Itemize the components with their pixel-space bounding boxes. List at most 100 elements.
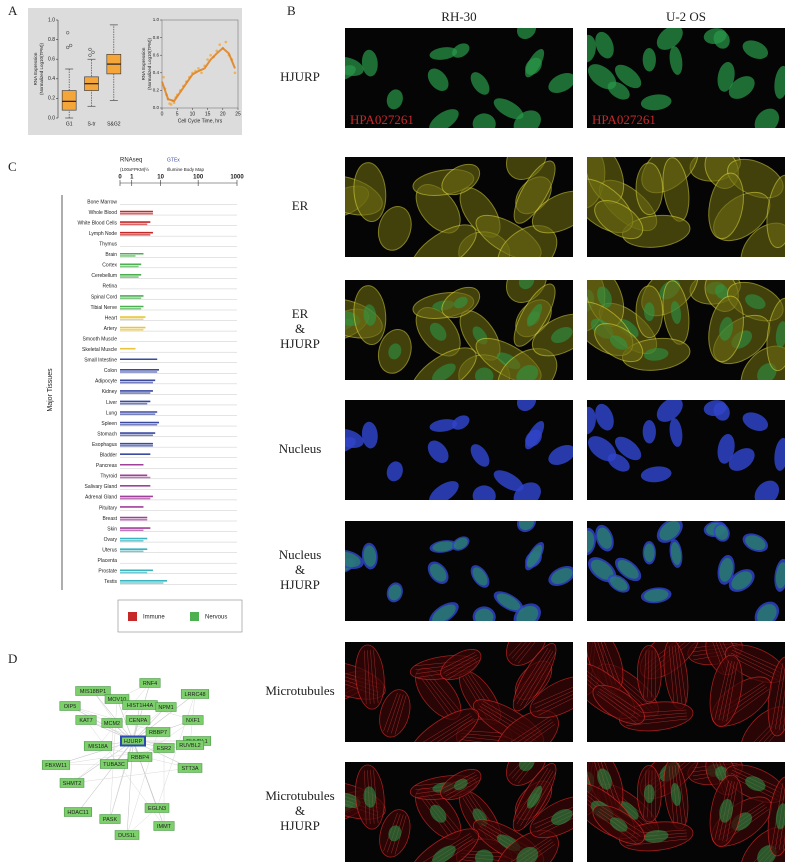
network-node: [127, 752, 153, 762]
cell-hjurp: [345, 56, 364, 76]
cell-er: [441, 163, 481, 196]
cell-hjurp: [363, 786, 377, 808]
node-label: RBBP4: [131, 755, 149, 761]
cell-hjurp: [386, 89, 403, 110]
category-label: Adrenal Gland: [85, 495, 117, 501]
channel-label: ER: [292, 306, 309, 321]
panel-label: B: [287, 3, 296, 18]
y-tick-label: 0.4: [48, 76, 55, 82]
scatter-point: [206, 58, 209, 61]
category-label: Colon: [104, 368, 117, 374]
outlier: [91, 50, 95, 54]
category-label: Lung: [106, 410, 117, 416]
category-label: Heart: [105, 315, 118, 321]
channel-label: HJURP: [280, 577, 320, 592]
network-node: [59, 701, 81, 711]
category-label: Retina: [103, 284, 118, 290]
cell-hjurp: [731, 571, 753, 590]
plot-frame: [161, 19, 239, 109]
legend-swatch: [190, 612, 199, 621]
node-label: TUBA3C: [103, 762, 125, 768]
channel-label: &: [295, 321, 305, 336]
cell-hjurp: [516, 846, 539, 862]
cell-hjurp: [432, 541, 455, 552]
cell-hjurp: [526, 544, 543, 568]
cell-er: [635, 162, 664, 216]
network-node: [155, 702, 177, 712]
cell-microtubules: [512, 643, 557, 712]
cell-hjurp: [388, 343, 402, 360]
scatter-point: [233, 71, 237, 75]
fiber: [447, 659, 481, 680]
cell-nucleus: [669, 418, 683, 447]
edge: [92, 690, 134, 742]
cell-hjurp: [715, 284, 729, 299]
channel-label: Microtubules: [265, 788, 334, 803]
cell-nucleus: [548, 444, 573, 465]
cell-hjurp: [643, 830, 669, 843]
node-label: MIS18A: [88, 744, 108, 750]
cell-hjurp: [713, 30, 730, 49]
category-label: Pancreas: [96, 463, 118, 469]
cell-hjurp: [614, 64, 642, 89]
fiber: [443, 654, 477, 673]
cell-hjurp: [551, 808, 573, 825]
y-axis-label: (Normalized Log10(TPM)): [39, 42, 44, 95]
category-label: Uterus: [102, 547, 117, 553]
category-label: Thymus: [99, 242, 117, 248]
cell-hjurp: [757, 604, 777, 621]
cell-hjurp: [670, 782, 682, 807]
node-label: ESR2: [157, 746, 171, 752]
channel-label: ER: [292, 198, 309, 213]
y-tick-label: 0.0: [153, 105, 160, 110]
cell-hjurp: [754, 108, 780, 128]
cell-nucleus: [345, 428, 364, 448]
cell-microtubules: [355, 644, 385, 710]
cell-hjurp: [745, 776, 766, 792]
outlier: [66, 31, 70, 35]
network-node: [120, 735, 146, 747]
cell-hjurp: [429, 322, 447, 341]
cell-hjurp: [388, 584, 402, 601]
category-label: Lymph Node: [89, 231, 117, 237]
node-label: EGLN3: [148, 806, 166, 812]
fiber: [668, 646, 675, 705]
network-node: [99, 814, 121, 824]
fiber: [504, 721, 554, 742]
y-tick-label: 0.8: [48, 37, 55, 43]
cell-hjurp: [617, 560, 639, 579]
cell-hjurp: [757, 363, 777, 380]
category-label: Placenta: [98, 558, 118, 564]
fiber: [783, 664, 785, 731]
scatter-point: [209, 53, 212, 57]
fiber: [523, 772, 556, 828]
micrograph-background: [345, 400, 573, 500]
cell-hjurp: [587, 34, 596, 63]
category-label: Testis: [104, 579, 117, 585]
node-label: SHMT2: [63, 781, 82, 787]
cell-hjurp: [361, 49, 378, 77]
panel-label: D: [8, 651, 17, 666]
cell-hjurp: [643, 302, 655, 322]
cell-nucleus: [640, 466, 672, 483]
network-node: [139, 678, 161, 688]
legend-swatch: [128, 612, 137, 621]
cell-hjurp: [719, 798, 733, 823]
cell-microtubules: [408, 708, 480, 742]
channel-label: Microtubules: [265, 683, 334, 698]
category-label: Pituitary: [99, 505, 118, 511]
network-node: [177, 763, 203, 773]
y-tick-label: 0.6: [48, 57, 55, 63]
fiber: [726, 662, 738, 722]
fiber: [460, 859, 507, 862]
scatter-point: [200, 71, 203, 75]
fiber: [779, 663, 785, 730]
micrograph: [345, 642, 573, 742]
channel-label: &: [295, 562, 305, 577]
network-node: [101, 718, 123, 728]
micrograph: [587, 157, 785, 257]
scatter-point: [172, 101, 176, 105]
scatter-point: [162, 75, 165, 79]
edge: [156, 693, 196, 809]
cell-hjurp: [715, 766, 729, 781]
